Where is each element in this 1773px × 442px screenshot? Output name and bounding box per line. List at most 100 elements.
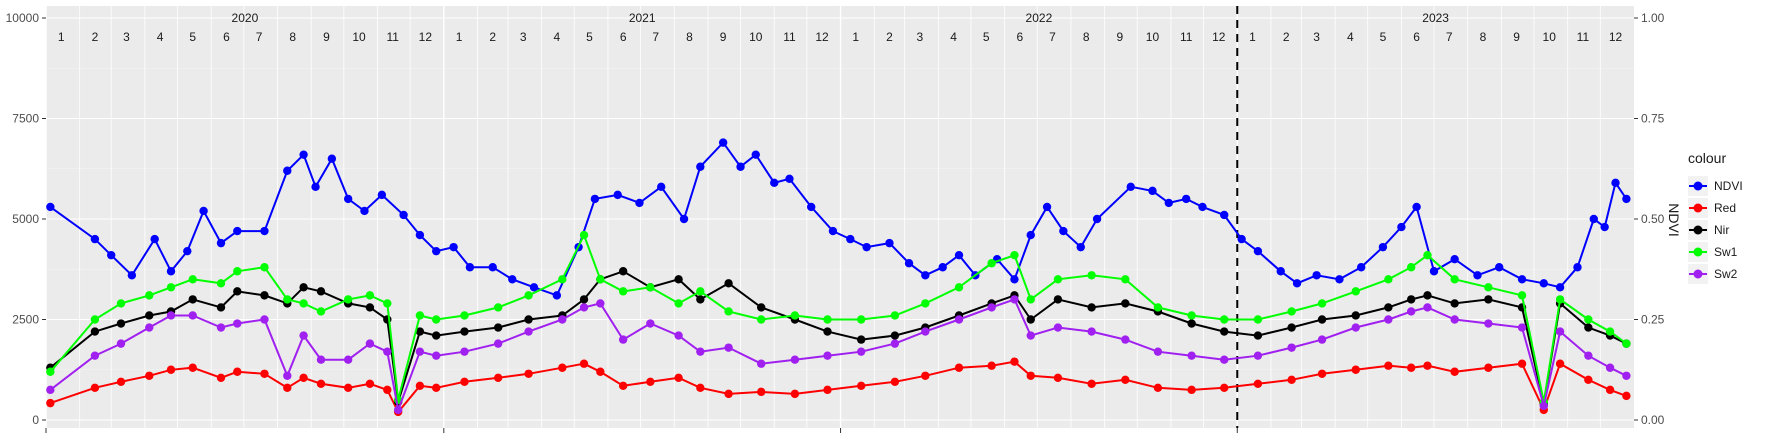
legend-label: Nir bbox=[1714, 223, 1729, 237]
y2-tick-label: 0.75 bbox=[1641, 112, 1665, 126]
data-point-sw1 bbox=[343, 295, 353, 304]
legend-label: Sw2 bbox=[1714, 267, 1738, 281]
month-label: 1 bbox=[456, 30, 463, 44]
data-point-sw2 bbox=[90, 351, 100, 360]
data-point-nir bbox=[674, 275, 683, 284]
data-point-sw2 bbox=[1026, 331, 1035, 340]
data-point-sw2 bbox=[724, 343, 733, 352]
data-point-ndvi bbox=[1600, 222, 1609, 232]
data-point-sw1 bbox=[823, 315, 832, 324]
data-point-ndvi bbox=[343, 194, 353, 204]
data-point-ndvi bbox=[1198, 202, 1207, 212]
data-point-nir bbox=[890, 331, 900, 340]
data-point-red bbox=[166, 365, 176, 374]
y-tick-label: 10000 bbox=[6, 11, 40, 25]
data-point-ndvi bbox=[862, 242, 871, 252]
month-label: 9 bbox=[323, 30, 330, 44]
series-line-ndvi bbox=[49, 141, 1628, 297]
data-point-sw2 bbox=[524, 327, 533, 336]
data-point-sw1 bbox=[1384, 275, 1393, 284]
data-point-sw2 bbox=[415, 347, 425, 356]
y-axis-left: 0 2500 5000 7500 10000 bbox=[6, 11, 46, 427]
data-point-sw1 bbox=[1351, 287, 1360, 296]
data-point-ndvi bbox=[508, 275, 517, 284]
data-point-sw1 bbox=[696, 287, 705, 296]
month-label: 6 bbox=[223, 30, 230, 44]
data-point-ndvi bbox=[1495, 263, 1504, 272]
data-point-ndvi bbox=[736, 162, 745, 171]
data-point-red bbox=[921, 371, 930, 380]
y2-tick-label: 1.00 bbox=[1641, 11, 1665, 25]
data-point-ndvi bbox=[552, 291, 562, 300]
data-point-red bbox=[188, 363, 197, 372]
data-point-ndvi bbox=[938, 263, 947, 272]
data-point-ndvi bbox=[1412, 202, 1421, 212]
data-point-nir bbox=[618, 267, 628, 276]
data-point-nir bbox=[233, 287, 242, 296]
month-label: 7 bbox=[1049, 30, 1056, 44]
data-point-nir bbox=[145, 311, 154, 320]
data-point-ndvi bbox=[150, 234, 159, 244]
data-point-ndvi bbox=[107, 250, 116, 260]
data-point-nir bbox=[1423, 291, 1432, 300]
data-point-sw1 bbox=[283, 295, 292, 304]
data-point-red bbox=[1406, 363, 1416, 372]
legend-items: NDVI Red Nir Sw1 Sw2 bbox=[1688, 176, 1743, 284]
data-point-ndvi bbox=[1092, 214, 1102, 224]
month-label: 9 bbox=[720, 30, 727, 44]
data-point-ndvi bbox=[718, 138, 728, 147]
data-point-nir bbox=[1450, 299, 1459, 308]
data-point-nir bbox=[1406, 295, 1416, 304]
data-point-ndvi bbox=[127, 271, 137, 280]
data-point-ndvi bbox=[283, 166, 292, 175]
data-point-sw1 bbox=[1317, 299, 1327, 308]
month-label: 8 bbox=[289, 30, 296, 44]
data-point-ndvi bbox=[1555, 283, 1565, 292]
data-point-ndvi bbox=[90, 234, 100, 244]
data-point-ndvi bbox=[1573, 263, 1582, 272]
month-label: 11 bbox=[386, 30, 399, 44]
data-point-sw1 bbox=[921, 299, 930, 308]
data-point-ndvi bbox=[1589, 214, 1598, 224]
data-point-sw2 bbox=[890, 339, 900, 348]
data-point-sw1 bbox=[1153, 303, 1163, 312]
legend-item-red: Red bbox=[1688, 198, 1736, 218]
data-point-sw1 bbox=[1450, 275, 1459, 284]
data-point-sw2 bbox=[260, 315, 269, 324]
data-point-sw2 bbox=[1220, 355, 1229, 364]
data-point-sw2 bbox=[233, 319, 242, 328]
data-point-red bbox=[145, 371, 154, 380]
data-point-sw2 bbox=[954, 315, 964, 324]
data-point-nir bbox=[1187, 319, 1196, 328]
data-point-nir bbox=[856, 335, 866, 344]
data-point-nir bbox=[415, 327, 425, 336]
data-point-ndvi bbox=[299, 150, 308, 159]
data-point-sw1 bbox=[432, 315, 441, 324]
data-point-red bbox=[1010, 357, 1019, 366]
data-point-ndvi bbox=[1312, 271, 1321, 280]
data-point-red bbox=[90, 383, 100, 393]
data-point-sw2 bbox=[1317, 335, 1327, 344]
series-ndvi bbox=[46, 138, 1631, 300]
data-point-nir bbox=[1287, 323, 1296, 332]
data-point-ndvi bbox=[1276, 267, 1285, 276]
data-point-sw2 bbox=[558, 315, 567, 324]
data-point-sw2 bbox=[116, 339, 126, 348]
data-point-sw2 bbox=[674, 331, 683, 340]
data-point-sw1 bbox=[365, 291, 375, 300]
data-point-red bbox=[890, 377, 900, 387]
data-point-red bbox=[415, 381, 425, 391]
data-point-nir bbox=[1121, 299, 1130, 308]
legend-label: Red bbox=[1714, 201, 1736, 215]
data-point-nir bbox=[90, 327, 100, 336]
data-point-ndvi bbox=[377, 190, 387, 200]
series-sw2 bbox=[46, 295, 1631, 415]
data-point-red bbox=[1317, 369, 1327, 378]
data-point-red bbox=[432, 383, 441, 393]
data-point-sw1 bbox=[890, 311, 900, 320]
data-point-nir bbox=[1026, 315, 1035, 324]
data-point-ndvi bbox=[415, 230, 425, 240]
month-label: 12 bbox=[1609, 30, 1623, 44]
y-tick-label: 2500 bbox=[12, 313, 39, 327]
data-point-ndvi bbox=[1237, 234, 1246, 244]
